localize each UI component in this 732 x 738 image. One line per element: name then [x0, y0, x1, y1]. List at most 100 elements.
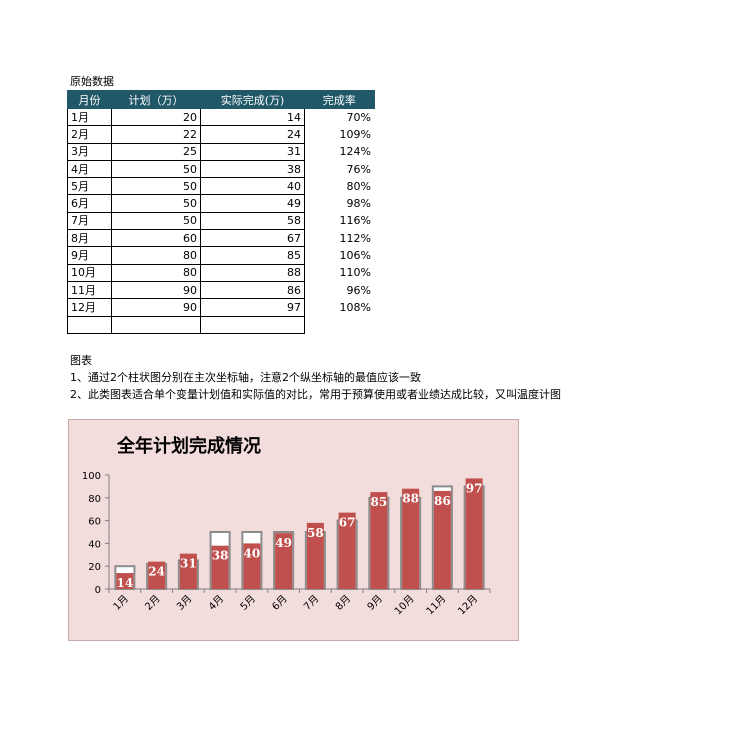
actual-bar [370, 492, 388, 589]
cell-actual[interactable]: 40 [200, 177, 305, 196]
cell-rate[interactable]: 80% [346, 179, 371, 193]
cell-rate[interactable] [305, 316, 375, 333]
cell-plan[interactable] [111, 315, 201, 334]
cell-rate[interactable]: 106% [339, 249, 371, 263]
actual-bar [465, 478, 483, 589]
x-tick-label: 1月 [111, 593, 131, 613]
cell-plan[interactable]: 80 [111, 263, 201, 282]
table-row: 4月 50 38 76% [67, 159, 375, 179]
cell-plan[interactable]: 22 [111, 125, 201, 144]
cell-rate[interactable]: 96% [346, 283, 371, 297]
cell-actual[interactable]: 49 [200, 194, 305, 213]
header-actual[interactable]: 实际完成(万) [200, 90, 305, 109]
cell-rate[interactable]: 116% [339, 214, 371, 228]
y-tick-label: 40 [88, 539, 101, 550]
cell-actual[interactable]: 97 [200, 298, 305, 317]
cell-month[interactable]: 2月 [67, 125, 112, 144]
cell-rate[interactable]: 70% [346, 110, 371, 124]
header-rate[interactable]: 完成率 [304, 90, 375, 109]
cell-plan[interactable]: 20 [111, 107, 201, 127]
actual-bar [433, 490, 451, 589]
actual-bar [148, 561, 166, 589]
x-tick-label: 7月 [301, 593, 321, 613]
data-label: 67 [339, 516, 356, 530]
actual-bar [116, 573, 134, 589]
cell-plan[interactable]: 60 [111, 229, 201, 248]
cell-actual[interactable]: 85 [200, 246, 305, 265]
cell-plan[interactable]: 50 [111, 159, 201, 179]
y-tick-label: 100 [82, 471, 101, 482]
cell-actual[interactable] [200, 315, 305, 334]
data-table: 月份 计划（万） 实际完成(万) 完成率 1月 20 14 70% 2月 22 24 109%… [67, 90, 375, 334]
header-plan[interactable]: 计划（万） [111, 90, 201, 109]
table-row: 5月 50 40 80% [67, 177, 375, 196]
cell-month[interactable]: 5月 [67, 177, 112, 196]
cell-plan[interactable]: 25 [111, 142, 201, 161]
table-body: 1月 20 14 70% 2月 22 24 109% 3月 25 31 124% 4月 50 38 76% 5月… [67, 107, 375, 334]
cell-month[interactable]: 9月 [67, 246, 112, 265]
cell-actual[interactable]: 67 [200, 229, 305, 248]
chart-area[interactable]: 全年计划完成情况 0 20 40 60 80 100 14 1月 24 2月 31 3月 38 4月 40 5… [68, 419, 519, 641]
x-tick-label: 10月 [392, 593, 417, 618]
data-label: 14 [117, 576, 134, 590]
x-tick-label: 2月 [143, 593, 163, 613]
cell-month[interactable] [67, 315, 112, 334]
cell-month[interactable]: 3月 [67, 142, 112, 161]
chart-note-2: 2、此类图表适合单个变量计划值和实际值的对比，常用于预算使用或者业绩达成比较，又… [70, 388, 561, 401]
chart-notes-heading: 图表 [70, 354, 92, 367]
data-label: 31 [180, 557, 197, 571]
actual-bar [243, 543, 261, 589]
cell-rate[interactable]: 124% [339, 145, 371, 159]
data-label: 49 [275, 536, 292, 550]
cell-plan[interactable]: 80 [111, 246, 201, 265]
table-row: 1月 20 14 70% [67, 107, 375, 127]
cell-month[interactable]: 8月 [67, 229, 112, 248]
cell-month[interactable]: 6月 [67, 194, 112, 213]
x-tick-label: 5月 [238, 593, 258, 613]
cell-actual[interactable]: 24 [200, 125, 305, 144]
actual-bar [306, 522, 324, 589]
cell-month[interactable]: 1月 [67, 107, 112, 127]
data-label: 97 [466, 481, 483, 495]
cell-rate[interactable]: 112% [339, 231, 371, 245]
cell-actual[interactable]: 86 [200, 280, 305, 300]
cell-rate[interactable]: 109% [339, 127, 371, 141]
cell-actual[interactable]: 38 [200, 159, 305, 179]
x-tick-label: 9月 [365, 593, 385, 613]
chart-note-1: 1、通过2个柱状图分别在主次坐标轴，注意2个纵坐标轴的最值应该一致 [70, 371, 421, 384]
actual-bar [179, 553, 197, 589]
y-tick-label: 0 [95, 585, 101, 596]
data-label: 58 [307, 526, 324, 540]
cell-plan[interactable]: 50 [111, 211, 201, 231]
table-row: 12月 90 97 108% [67, 298, 375, 317]
table-row: 8月 60 67 112% [67, 229, 375, 248]
table-row: 2月 22 24 109% [67, 125, 375, 144]
header-month[interactable]: 月份 [67, 90, 112, 109]
cell-month[interactable]: 7月 [67, 211, 112, 231]
table-row-empty [67, 315, 375, 334]
x-tick-label: 6月 [270, 593, 290, 613]
cell-rate[interactable]: 98% [346, 197, 371, 211]
cell-month[interactable]: 11月 [67, 280, 112, 300]
cell-actual[interactable]: 14 [200, 107, 305, 127]
x-tick-label: 3月 [174, 593, 194, 613]
cell-month[interactable]: 4月 [67, 159, 112, 179]
data-label: 24 [148, 565, 165, 579]
actual-bar [275, 533, 293, 589]
cell-month[interactable]: 10月 [67, 263, 112, 282]
cell-actual[interactable]: 88 [200, 263, 305, 282]
actual-bar [338, 512, 356, 589]
cell-plan[interactable]: 90 [111, 280, 201, 300]
cell-plan[interactable]: 90 [111, 298, 201, 317]
cell-month[interactable]: 12月 [67, 298, 112, 317]
cell-actual[interactable]: 58 [200, 211, 305, 231]
cell-plan[interactable]: 50 [111, 194, 201, 213]
cell-rate[interactable]: 110% [339, 266, 371, 280]
cell-actual[interactable]: 31 [200, 142, 305, 161]
cell-plan[interactable]: 50 [111, 177, 201, 196]
cell-rate[interactable]: 108% [339, 300, 371, 314]
raw-data-title: 原始数据 [70, 75, 114, 88]
cell-rate[interactable]: 76% [346, 162, 371, 176]
table-row: 10月 80 88 110% [67, 263, 375, 282]
